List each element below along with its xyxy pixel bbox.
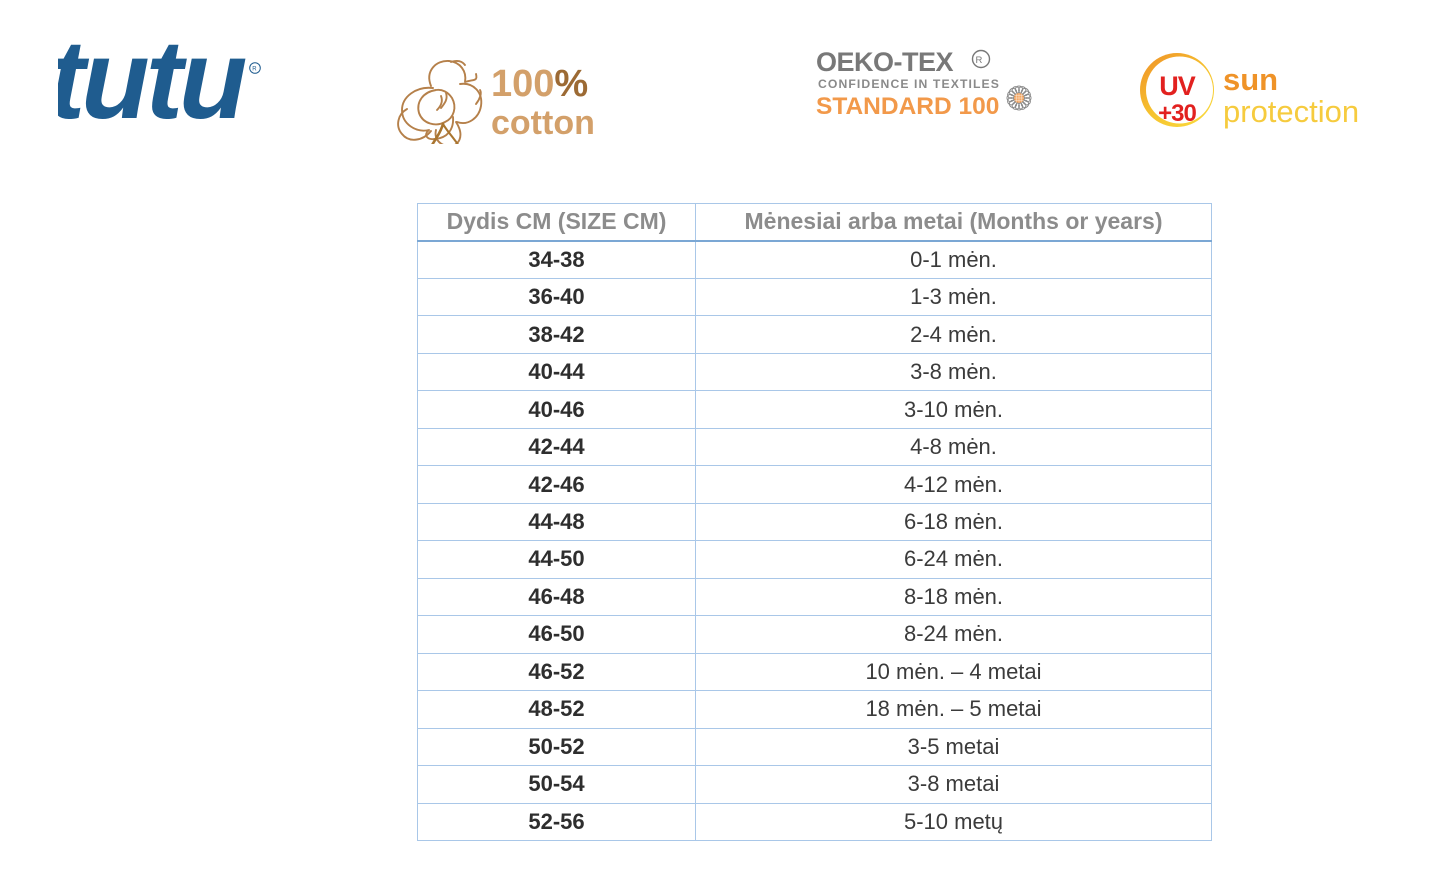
svg-text:STANDARD 100: STANDARD 100 bbox=[816, 93, 999, 120]
svg-text:protection: protection bbox=[1223, 94, 1359, 129]
svg-text:OEKO-TEX: OEKO-TEX bbox=[816, 47, 954, 77]
svg-text:sun: sun bbox=[1223, 62, 1278, 97]
svg-text:100%: 100% bbox=[491, 63, 588, 105]
svg-text:tutu: tutu bbox=[58, 17, 246, 140]
svg-text:UV: UV bbox=[1159, 71, 1195, 101]
svg-text:R: R bbox=[252, 66, 257, 72]
svg-text:CONFIDENCE IN TEXTILES: CONFIDENCE IN TEXTILES bbox=[818, 77, 1000, 91]
svg-text:R: R bbox=[976, 55, 983, 66]
svg-text:cotton: cotton bbox=[491, 104, 595, 142]
svg-text:+30: +30 bbox=[1158, 100, 1196, 127]
